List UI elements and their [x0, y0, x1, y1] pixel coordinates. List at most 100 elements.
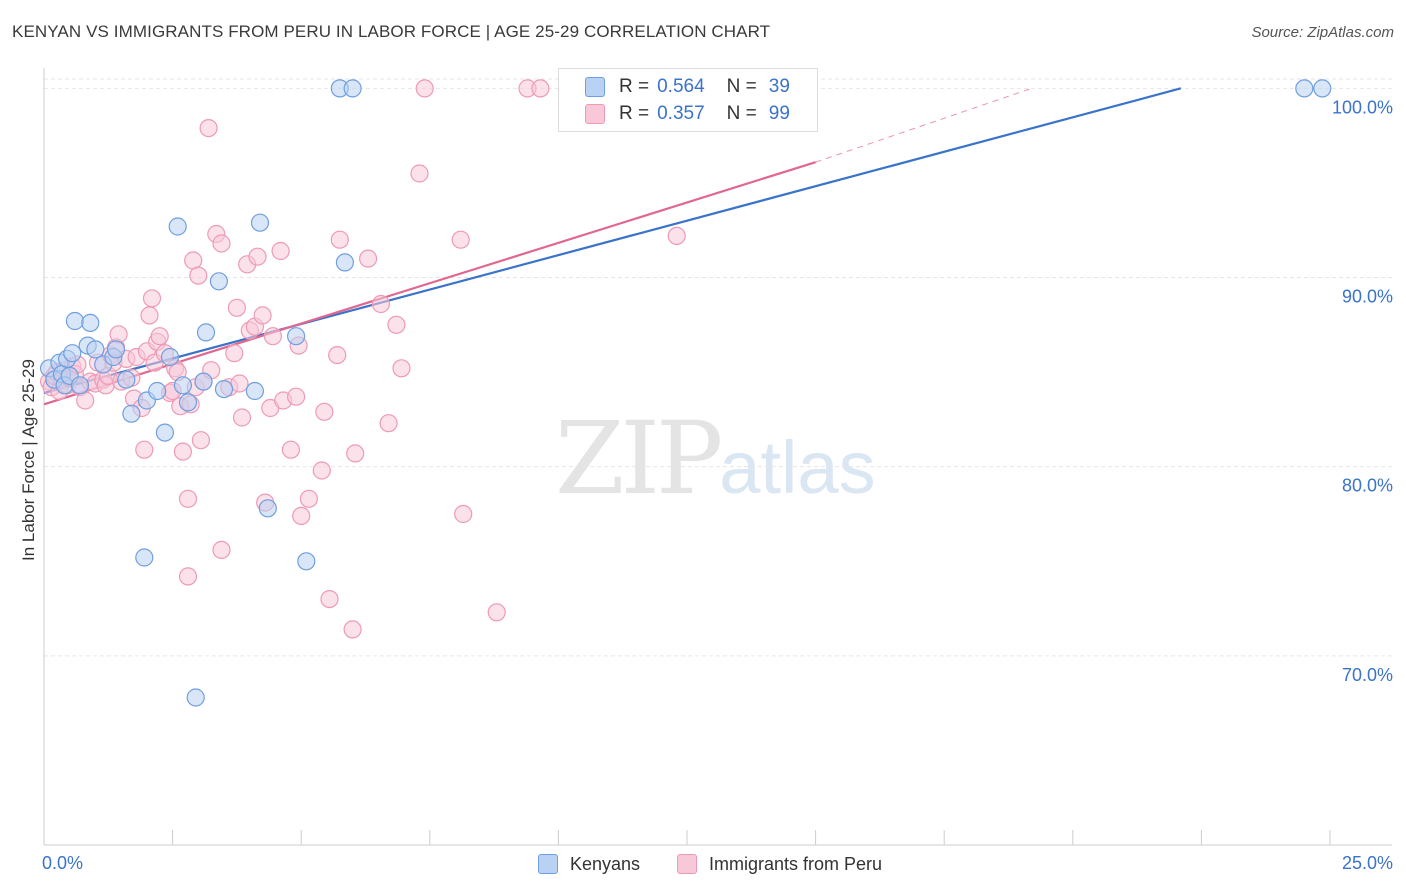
- peru-point: [454, 504, 473, 524]
- kenyan-point: [106, 340, 126, 359]
- peru-point: [312, 461, 331, 480]
- peru-point: [328, 346, 347, 365]
- kenyan-point: [196, 323, 216, 342]
- peru-point: [135, 440, 154, 459]
- legend-r-label: R =: [619, 76, 650, 97]
- kenyan-point: [186, 688, 205, 707]
- kenyan-point: [343, 79, 362, 98]
- watermark-atlas: atlas: [719, 426, 876, 509]
- peru-point: [292, 506, 311, 526]
- tick-label-layer: 70.0% 80.0% 90.0% 100.0% 0.0% 25.0%: [42, 97, 1393, 873]
- kenyan-point: [173, 376, 192, 395]
- peru-point: [248, 247, 267, 266]
- peru-point: [330, 230, 349, 249]
- kenyan-point: [335, 253, 354, 272]
- x-tick-label-min: 0.0%: [42, 853, 83, 873]
- peru-point: [387, 315, 406, 334]
- stats-legend: R = 0.564 N = 39 R = 0.357 N = 99: [558, 68, 818, 132]
- kenyan-point: [1295, 79, 1314, 98]
- bottom-legend-kenyans: Kenyans: [538, 852, 640, 876]
- kenyan-point: [86, 340, 105, 359]
- peru-point: [346, 444, 365, 463]
- kenyan-point: [81, 313, 100, 332]
- peru-point: [253, 306, 272, 325]
- kenyan-point: [148, 381, 167, 401]
- peru-point: [189, 266, 208, 285]
- peru-point: [178, 489, 198, 508]
- peru-point: [320, 589, 339, 609]
- legend-row-peru: R = 0.357 N = 99: [585, 102, 790, 126]
- peru-point: [212, 540, 231, 560]
- bottom-legend-peru: Immigrants from Peru: [677, 852, 882, 876]
- peru-point: [142, 289, 162, 308]
- legend-r-value: 0.357: [657, 103, 705, 124]
- peru-point: [415, 79, 434, 98]
- peru-point: [191, 431, 210, 450]
- peru-point: [212, 234, 231, 253]
- kenyan-point: [117, 370, 136, 389]
- y-tick-label: 100.0%: [1332, 97, 1393, 117]
- peru-point: [232, 408, 252, 427]
- legend-r-label: R =: [619, 103, 650, 124]
- kenyan-point: [214, 380, 234, 399]
- peru-point: [667, 226, 686, 245]
- kenyan-trend-line: [43, 87, 1182, 394]
- chart-title: KENYAN VS IMMIGRANTS FROM PERU IN LABOR …: [12, 22, 771, 41]
- kenyan-point: [155, 423, 174, 442]
- kenyan-point: [168, 217, 187, 236]
- y-tick-label: 80.0%: [1342, 476, 1393, 496]
- legend-swatch-peru: [585, 104, 605, 124]
- kenyan-point: [122, 404, 141, 423]
- peru-point: [410, 164, 429, 183]
- x-tick-label-max: 25.0%: [1342, 853, 1393, 873]
- peru-point: [109, 325, 128, 344]
- bottom-legend-kenyans-label: Kenyans: [570, 853, 641, 874]
- kenyan-point: [209, 272, 228, 291]
- peru-trend-extension: [815, 87, 1032, 163]
- points-layer: [39, 79, 1332, 707]
- peru-point: [227, 298, 246, 317]
- legend-n-value: 99: [768, 103, 790, 124]
- peru-point: [140, 306, 159, 325]
- kenyan-point: [194, 372, 213, 391]
- peru-point: [487, 603, 506, 622]
- peru-point: [392, 359, 411, 378]
- kenyan-point: [70, 376, 90, 395]
- legend-r-value: 0.564: [657, 76, 705, 97]
- peru-point: [184, 251, 203, 270]
- kenyan-point: [287, 327, 306, 346]
- peru-point: [359, 249, 378, 268]
- peru-point: [150, 327, 169, 346]
- watermark: ZIPatlas: [555, 400, 876, 517]
- peru-point: [299, 489, 318, 508]
- peru-point: [76, 391, 95, 410]
- bottom-swatch-kenyans: [538, 854, 558, 874]
- peru-point: [263, 327, 282, 346]
- peru-point: [531, 79, 550, 98]
- grid-layer: [44, 78, 1392, 657]
- watermark-zip: ZIP: [555, 400, 723, 517]
- y-tick-label: 70.0%: [1342, 665, 1393, 685]
- peru-point: [199, 119, 218, 138]
- kenyan-point: [1313, 79, 1332, 98]
- legend-n-label: N =: [726, 76, 757, 97]
- legend-n-label: N =: [726, 103, 757, 124]
- kenyan-point: [65, 311, 85, 331]
- peru-point: [271, 241, 290, 261]
- y-tick-label: 90.0%: [1342, 287, 1393, 307]
- kenyan-point: [135, 548, 154, 567]
- kenyan-point: [63, 344, 82, 363]
- kenyan-point: [160, 347, 180, 367]
- bottom-swatch-peru: [677, 854, 697, 874]
- peru-point: [287, 387, 306, 406]
- kenyan-point: [297, 552, 316, 571]
- kenyan-point: [258, 499, 277, 518]
- peru-point: [343, 620, 362, 639]
- kenyan-point: [250, 213, 270, 232]
- peru-point: [225, 344, 244, 363]
- bottom-legend-peru-label: Immigrants from Peru: [709, 853, 883, 874]
- peru-point: [379, 414, 398, 433]
- legend-n-value: 39: [768, 76, 790, 97]
- peru-point: [315, 402, 334, 421]
